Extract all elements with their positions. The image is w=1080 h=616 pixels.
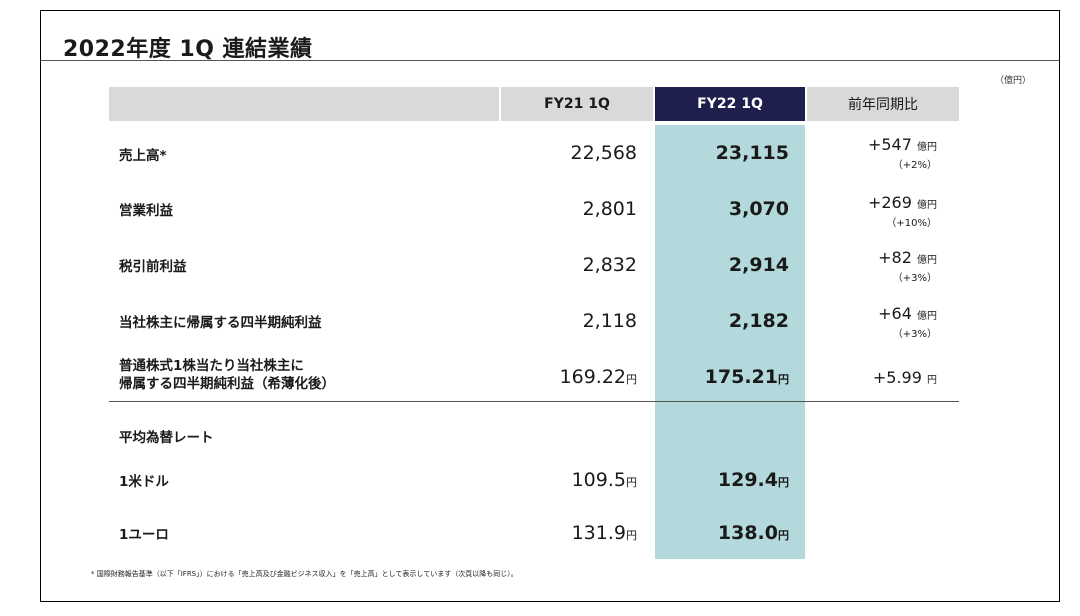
sales-yoy-unit: 億円 <box>917 142 937 153</box>
row-label-sales: 売上高* <box>119 148 167 164</box>
eps-fy22-unit: 円 <box>778 373 789 386</box>
sales-fy22: 23,115 <box>715 142 789 164</box>
eur-fy21-value: 131.9 <box>571 522 626 544</box>
net-income-yoy-pct: （+3%） <box>892 329 937 340</box>
row-label-net-income: 当社株主に帰属する四半期純利益 <box>119 315 322 331</box>
eps-fy22: 175.21円 <box>655 366 789 388</box>
eps-fy21-value: 169.22 <box>559 366 626 388</box>
fx-heading: 平均為替レート <box>119 430 214 446</box>
net-income-yoy: +64 億円 （+3%） <box>807 304 937 340</box>
operating-profit-yoy: +269 億円 （+10%） <box>807 193 937 229</box>
usd-fy21-unit: 円 <box>626 476 637 489</box>
net-income-yoy-unit: 億円 <box>917 311 937 322</box>
net-income-yoy-value: +64 <box>878 304 912 323</box>
usd-fy22-value: 129.4 <box>717 469 778 491</box>
header-fy22: FY22 1Q <box>655 87 805 121</box>
eps-fy21-unit: 円 <box>626 373 637 386</box>
fy22-highlight-column <box>655 125 805 559</box>
footnote: * 国際財務報告基準（以下「IFRS」）における「売上高及び金融ビジネス収入」を… <box>91 570 518 578</box>
net-income-fy21: 2,118 <box>582 310 637 332</box>
operating-profit-yoy-unit: 億円 <box>917 200 937 211</box>
operating-profit-yoy-pct: （+10%） <box>886 218 937 229</box>
net-income-fy22: 2,182 <box>728 310 789 332</box>
usd-fy22: 129.4円 <box>655 469 789 491</box>
eur-fy21-unit: 円 <box>626 529 637 542</box>
row-label-pretax-profit: 税引前利益 <box>119 259 187 275</box>
header-yoy: 前年同期比 <box>807 87 959 121</box>
operating-profit-fy22: 3,070 <box>728 198 789 220</box>
title-rule <box>41 60 1059 61</box>
eur-fy22: 138.0円 <box>655 522 789 544</box>
row-label-eur: 1ユーロ <box>119 527 169 543</box>
eps-yoy-value: +5.99 <box>872 368 922 387</box>
section-divider <box>109 401 959 402</box>
sales-fy21: 22,568 <box>570 142 637 164</box>
usd-fy21-value: 109.5 <box>571 469 626 491</box>
page-title: 2022年度 1Q 連結業績 <box>63 37 313 62</box>
eps-yoy-unit: 円 <box>927 375 937 386</box>
slide: 2022年度 1Q 連結業績 （億円） FY21 1Q FY22 1Q 前年同期… <box>40 10 1060 602</box>
eps-fy21: 169.22円 <box>501 366 637 388</box>
eps-yoy: +5.99 円 <box>807 368 937 387</box>
pretax-profit-fy22: 2,914 <box>728 254 789 276</box>
row-label-eps-line2: 帰属する四半期純利益（希薄化後） <box>119 376 335 392</box>
pretax-profit-yoy-pct: （+3%） <box>892 273 937 284</box>
operating-profit-fy21: 2,801 <box>582 198 637 220</box>
unit-note: （億円） <box>994 76 1031 86</box>
usd-fy21: 109.5円 <box>501 469 637 491</box>
eps-fy22-value: 175.21 <box>704 366 778 388</box>
sales-yoy-value: +547 <box>867 135 912 154</box>
row-label-operating-profit: 営業利益 <box>119 203 173 219</box>
pretax-profit-yoy-unit: 億円 <box>917 255 937 266</box>
header-label-cell <box>109 87 499 121</box>
row-label-usd: 1米ドル <box>119 474 169 490</box>
sales-yoy: +547 億円 （+2%） <box>807 135 937 171</box>
header-fy21: FY21 1Q <box>501 87 653 121</box>
sales-yoy-pct: （+2%） <box>892 160 937 171</box>
pretax-profit-yoy: +82 億円 （+3%） <box>807 248 937 284</box>
row-label-eps-line1: 普通株式1株当たり当社株主に <box>119 358 304 374</box>
pretax-profit-yoy-value: +82 <box>878 248 912 267</box>
operating-profit-yoy-value: +269 <box>867 193 912 212</box>
eur-fy21: 131.9円 <box>501 522 637 544</box>
usd-fy22-unit: 円 <box>778 476 789 489</box>
row-label-eps: 普通株式1株当たり当社株主に 帰属する四半期純利益（希薄化後） <box>119 357 335 393</box>
pretax-profit-fy21: 2,832 <box>582 254 637 276</box>
eur-fy22-unit: 円 <box>778 529 789 542</box>
eur-fy22-value: 138.0 <box>717 522 778 544</box>
